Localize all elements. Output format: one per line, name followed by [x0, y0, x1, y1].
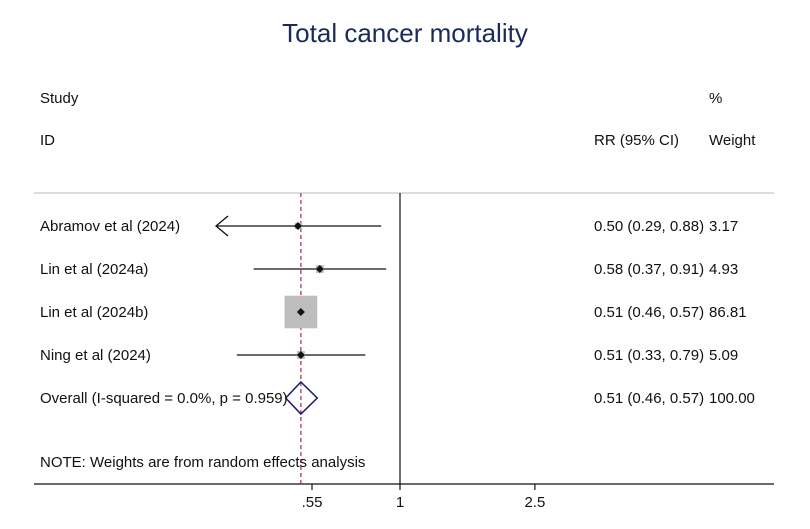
- note-text: NOTE: Weights are from random effects an…: [40, 454, 366, 471]
- truncation-arrow: [214, 215, 229, 237]
- header-study: Study: [40, 90, 79, 107]
- study-weight: 4.93: [709, 261, 739, 278]
- overall-label: Overall (I-squared = 0.0%, p = 0.959): [40, 390, 288, 407]
- point-estimate: [293, 222, 302, 230]
- header-weight-pct: %: [709, 90, 723, 107]
- study-ci: 0.51 (0.33, 0.79): [594, 347, 705, 364]
- point-estimate: [296, 351, 305, 359]
- study-weight: 86.81: [709, 304, 747, 321]
- x-tick-label: .55: [302, 494, 323, 511]
- point-estimate: [296, 308, 305, 316]
- point-estimate: [315, 265, 324, 273]
- x-tick-label: 2.5: [524, 494, 545, 511]
- study-label: Abramov et al (2024): [40, 218, 181, 235]
- study-ci: 0.50 (0.29, 0.88): [594, 218, 705, 235]
- study-ci: 0.51 (0.46, 0.57): [594, 304, 705, 321]
- x-tick-label: 1: [396, 494, 404, 511]
- header-weight: Weight: [709, 132, 756, 149]
- study-label: Lin et al (2024a): [40, 261, 149, 278]
- header-id: ID: [40, 132, 55, 149]
- overall-diamond: [284, 380, 319, 416]
- study-label: Ning et al (2024): [40, 347, 151, 364]
- header-ci: RR (95% CI): [594, 132, 680, 149]
- study-weight: 3.17: [709, 218, 739, 235]
- study-label: Lin et al (2024b): [40, 304, 149, 321]
- chart-title: Total cancer mortality: [282, 18, 528, 48]
- study-ci: 0.58 (0.37, 0.91): [594, 261, 705, 278]
- study-weight: 5.09: [709, 347, 739, 364]
- overall-ci: 0.51 (0.46, 0.57): [594, 390, 705, 407]
- overall-weight: 100.00: [709, 390, 755, 407]
